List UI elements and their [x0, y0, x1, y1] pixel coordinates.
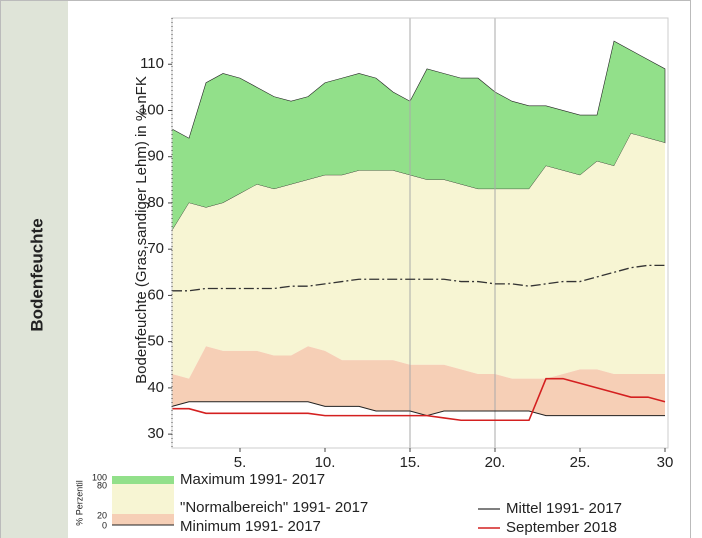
plot-border	[171, 17, 669, 449]
x-tick-label: 5.	[234, 454, 247, 471]
legend-label: "Normalbereich" 1991- 2017	[180, 499, 368, 516]
legend-percentile: 20	[97, 510, 107, 520]
mean-line	[172, 264, 665, 292]
y-tick-label: 110	[140, 55, 164, 72]
x-tick-label: 25.	[570, 454, 591, 471]
y-tick-label: 70	[147, 240, 164, 257]
y-tick-label: 80	[147, 194, 164, 211]
y-tick-label: 100	[139, 101, 164, 118]
x-tick-label: 15.	[400, 454, 421, 471]
legend-label: Minimum 1991- 2017	[180, 518, 321, 535]
legend-swatch	[112, 514, 174, 525]
band-area	[172, 346, 665, 416]
x-tick-label: 20.	[485, 454, 506, 471]
legend-swatch	[112, 476, 174, 484]
x-tick-label: 10.	[315, 454, 336, 471]
legend-label: Maximum 1991- 2017	[180, 471, 325, 488]
legend-percentile: 80	[97, 480, 107, 490]
y-tick-label: 30	[147, 425, 164, 442]
legend-percentile: 100	[92, 472, 107, 482]
band-area	[172, 133, 665, 379]
y-tick-label: 90	[147, 148, 164, 165]
y-tick-label: 40	[147, 379, 164, 396]
sept-line	[172, 377, 666, 422]
legend-label: September 2018	[506, 519, 617, 536]
y-axis-label: Bodenfeuchte (Gras,sandiger Lehm) in % n…	[133, 76, 150, 384]
legend-percentile: 0	[102, 520, 107, 530]
y-tick-label: 60	[147, 286, 164, 303]
min-line	[171, 401, 665, 417]
y-tick-label: 50	[147, 333, 164, 350]
side-band	[1, 1, 68, 538]
legend-label: Mittel 1991- 2017	[506, 500, 622, 517]
x-tick-label: 30	[657, 454, 674, 471]
legend-swatch	[112, 484, 174, 514]
side-label: Bodenfeuchte	[27, 218, 46, 331]
legend-title: % Perzentil	[74, 480, 84, 526]
